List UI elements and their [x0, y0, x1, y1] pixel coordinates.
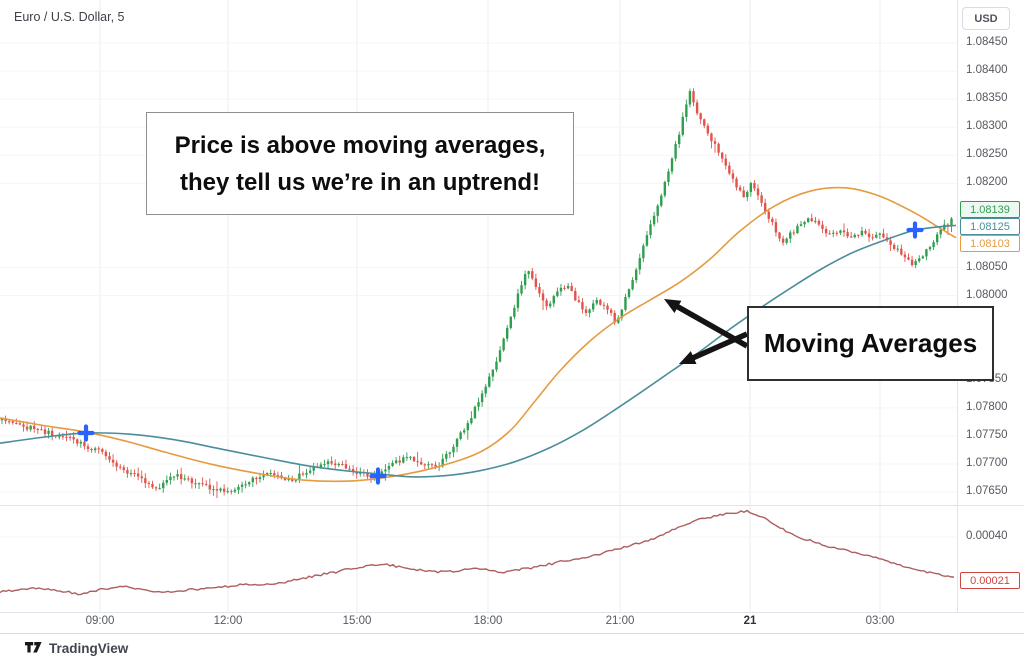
price-tick-label: 1.08450 — [966, 36, 1008, 48]
moving-averages-label-box[interactable]: Moving Averages — [747, 306, 994, 381]
uptrend-note-box[interactable]: Price is above moving averages, they tel… — [146, 112, 574, 215]
price-tick-label: 1.08250 — [966, 148, 1008, 161]
currency-button[interactable]: USD — [962, 7, 1010, 30]
ma-fast-price-label: 1.08103 — [960, 235, 1020, 252]
indicator-value-badge: 0.00021 — [960, 572, 1020, 589]
price-tick-label: 1.08350 — [966, 92, 1008, 105]
price-tick-label: 1.08050 — [966, 260, 1008, 273]
price-tick-label: 1.08300 — [966, 120, 1008, 133]
price-tick-label: 1.07650 — [966, 485, 1008, 497]
footer: TradingView — [0, 634, 1024, 662]
tradingview-brand-text[interactable]: TradingView — [49, 640, 129, 656]
symbol-title[interactable]: Euro / U.S. Dollar, 5 — [14, 10, 125, 24]
price-tick-label: 1.07700 — [966, 456, 1008, 469]
price-tick-label: 1.07750 — [966, 428, 1008, 441]
time-tick-label: 09:00 — [85, 615, 115, 627]
time-tick-label: 12:00 — [213, 615, 243, 627]
time-tick-label: 21:00 — [605, 615, 635, 627]
tradingview-logo-icon[interactable] — [25, 641, 42, 655]
price-tick-label: 1.08200 — [966, 176, 1008, 189]
time-tick-label: 21 — [743, 615, 757, 627]
price-tick-label: 1.08400 — [966, 64, 1008, 77]
time-tick-label: 18:00 — [473, 615, 503, 627]
uptrend-note-line2: they tell us we’re in an uptrend! — [179, 168, 541, 196]
uptrend-note-line1: Price is above moving averages, — [174, 131, 546, 159]
price-tick-label: 1.07800 — [966, 400, 1008, 413]
ma-slow-price-label: 1.08125 — [960, 218, 1020, 235]
price-tick-label: 1.08000 — [966, 288, 1008, 301]
time-tick-label: 03:00 — [865, 615, 895, 627]
last-price-label: 1.08139 — [960, 201, 1020, 218]
indicator-tick-label: 0.00040 — [966, 530, 1008, 542]
time-tick-label: 15:00 — [342, 615, 372, 627]
